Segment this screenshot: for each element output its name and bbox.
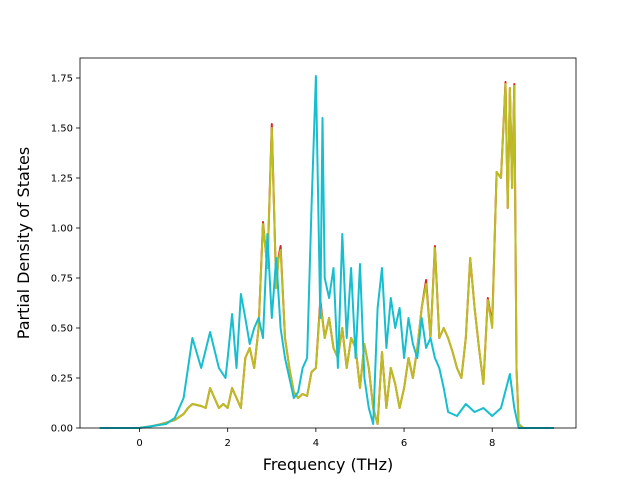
plot-frame xyxy=(79,57,577,429)
x-tick-label: 0 xyxy=(136,438,142,449)
x-ticks: 0 2 4 6 8 xyxy=(136,428,495,449)
y-tick-label: 1.25 xyxy=(51,174,73,185)
x-axis-label: Frequency (THz) xyxy=(263,455,393,474)
x-tick-label: 6 xyxy=(401,438,407,449)
series-layer xyxy=(99,75,554,429)
y-tick-label: 1.75 xyxy=(51,74,73,85)
y-tick-label: 1.50 xyxy=(51,124,73,135)
series-line-2 xyxy=(99,75,554,429)
y-tick-label: 0.00 xyxy=(51,424,73,435)
series-line-0 xyxy=(99,81,554,429)
x-tick-label: 8 xyxy=(489,438,495,449)
y-tick-label: 0.75 xyxy=(51,274,73,285)
y-ticks: 0.00 0.25 0.50 0.75 1.00 1.25 1.50 1.75 xyxy=(51,74,80,435)
x-tick-label: 2 xyxy=(225,438,231,449)
y-axis-label: Partial Density of States xyxy=(14,147,33,339)
x-tick-label: 4 xyxy=(313,438,319,449)
series-line-1 xyxy=(99,83,554,429)
y-tick-label: 1.00 xyxy=(51,224,73,235)
y-tick-label: 0.25 xyxy=(51,374,73,385)
y-tick-label: 0.50 xyxy=(51,324,73,335)
